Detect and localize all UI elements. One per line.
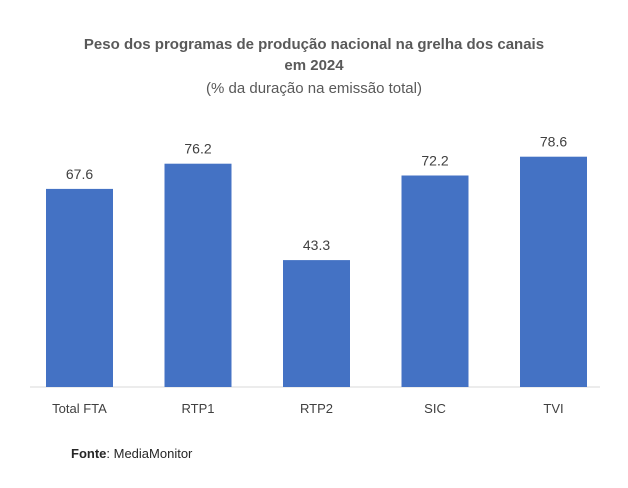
source-text: MediaMonitor <box>113 446 193 461</box>
bar-sic <box>401 175 469 387</box>
x-tick-label: TVI <box>543 401 563 416</box>
data-label: 76.2 <box>184 141 211 157</box>
data-label: 67.6 <box>66 166 93 182</box>
x-tick-label: RTP1 <box>182 401 215 416</box>
chart-title-line-1: Peso dos programas de produção nacional … <box>83 36 545 53</box>
source-note: Fonte: MediaMonitor <box>71 446 192 461</box>
x-tick-label: SIC <box>424 401 446 416</box>
source-colon: : <box>106 446 114 461</box>
data-label: 72.2 <box>421 153 448 169</box>
source-label: Fonte <box>71 446 107 461</box>
bar-total-fta <box>46 188 113 387</box>
bar-tvi <box>520 156 587 387</box>
bar-rtp1 <box>164 163 232 387</box>
data-label: 78.6 <box>540 134 567 150</box>
chart-title-line-2: em 2024 <box>284 57 344 74</box>
chart-subtitle: (% da duração na emissão total) <box>206 80 422 97</box>
chart-title: Peso dos programas de produção nacional … <box>0 34 628 76</box>
data-label: 43.3 <box>303 237 330 253</box>
x-tick-label: RTP2 <box>300 401 333 416</box>
x-tick-label: Total FTA <box>52 401 107 416</box>
bar-rtp2 <box>283 260 350 387</box>
bar-series: 67.6 Total FTA 76.2 RTP1 43.3 RTP2 72.2 SIC 78.6… <box>46 134 587 416</box>
